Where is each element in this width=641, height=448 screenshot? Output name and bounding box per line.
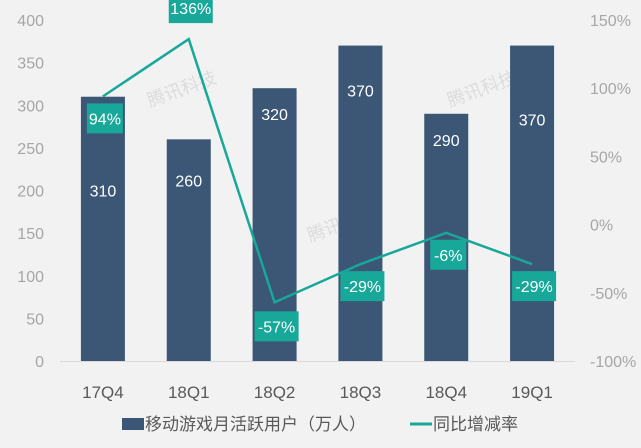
line-series <box>102 37 533 305</box>
bar-17Q4 <box>80 96 125 361</box>
x-axis-tick: 19Q1 <box>511 383 553 402</box>
left-axis-tick: 300 <box>17 98 44 115</box>
bar-data-label: 320 <box>261 107 288 124</box>
bar-data-label: 260 <box>175 173 202 190</box>
x-axis-tick: 18Q2 <box>254 383 296 402</box>
line-data-label-box <box>86 103 123 134</box>
left-axis-tick: 150 <box>17 226 44 243</box>
bar-data-label: 370 <box>519 113 546 130</box>
x-axis-tick: 18Q4 <box>425 383 467 402</box>
right-axis-tick: 0% <box>590 218 613 235</box>
x-axis-tick: 18Q1 <box>168 383 210 402</box>
right-axis-tick: 100% <box>590 81 631 98</box>
left-axis-tick: 50 <box>26 311 44 328</box>
left-axis-tick: 350 <box>17 56 44 73</box>
left-axis-tick: 100 <box>17 269 44 286</box>
bar-data-label: 310 <box>90 184 117 201</box>
right-axis-tick: -50% <box>590 286 627 303</box>
watermark: 腾讯科技 <box>445 67 519 110</box>
legend-bar-label: 移动游戏月活跃用户（万人） <box>145 415 366 434</box>
line-data-label: 94% <box>89 111 121 128</box>
x-axis-tick: 17Q4 <box>82 383 124 402</box>
right-axis-tick: 150% <box>590 13 631 30</box>
line-data-label: -29% <box>515 279 552 296</box>
left-axis-tick: 250 <box>17 141 44 158</box>
line-data-label: 136% <box>170 1 211 18</box>
left-axis-tick: 0 <box>35 354 44 371</box>
bar-data-label: 370 <box>347 84 374 101</box>
left-axis-tick: 200 <box>17 184 44 201</box>
bar-18Q1 <box>166 139 211 361</box>
line-data-label-box <box>168 0 213 24</box>
x-axis-tick: 18Q3 <box>340 383 382 402</box>
line-data-label: -29% <box>344 279 381 296</box>
line-data-label-box <box>430 239 467 270</box>
bar-data-label: 290 <box>433 133 460 150</box>
line-data-label: -57% <box>258 319 295 336</box>
line-data-label: -6% <box>434 248 462 265</box>
watermark: 腾讯科技 <box>145 67 219 110</box>
line-data-label-box <box>254 311 299 342</box>
right-axis-tick: 50% <box>590 149 622 166</box>
bar-19Q1 <box>510 45 555 361</box>
line-data-label-box <box>512 271 557 302</box>
bar-18Q3 <box>338 45 383 361</box>
left-axis-tick: 400 <box>17 13 44 30</box>
line-data-label-box <box>340 271 385 302</box>
legend-bar-swatch <box>122 418 144 430</box>
legend-line-label: 同比增减率 <box>433 415 518 434</box>
right-axis-tick: -100% <box>590 354 636 371</box>
